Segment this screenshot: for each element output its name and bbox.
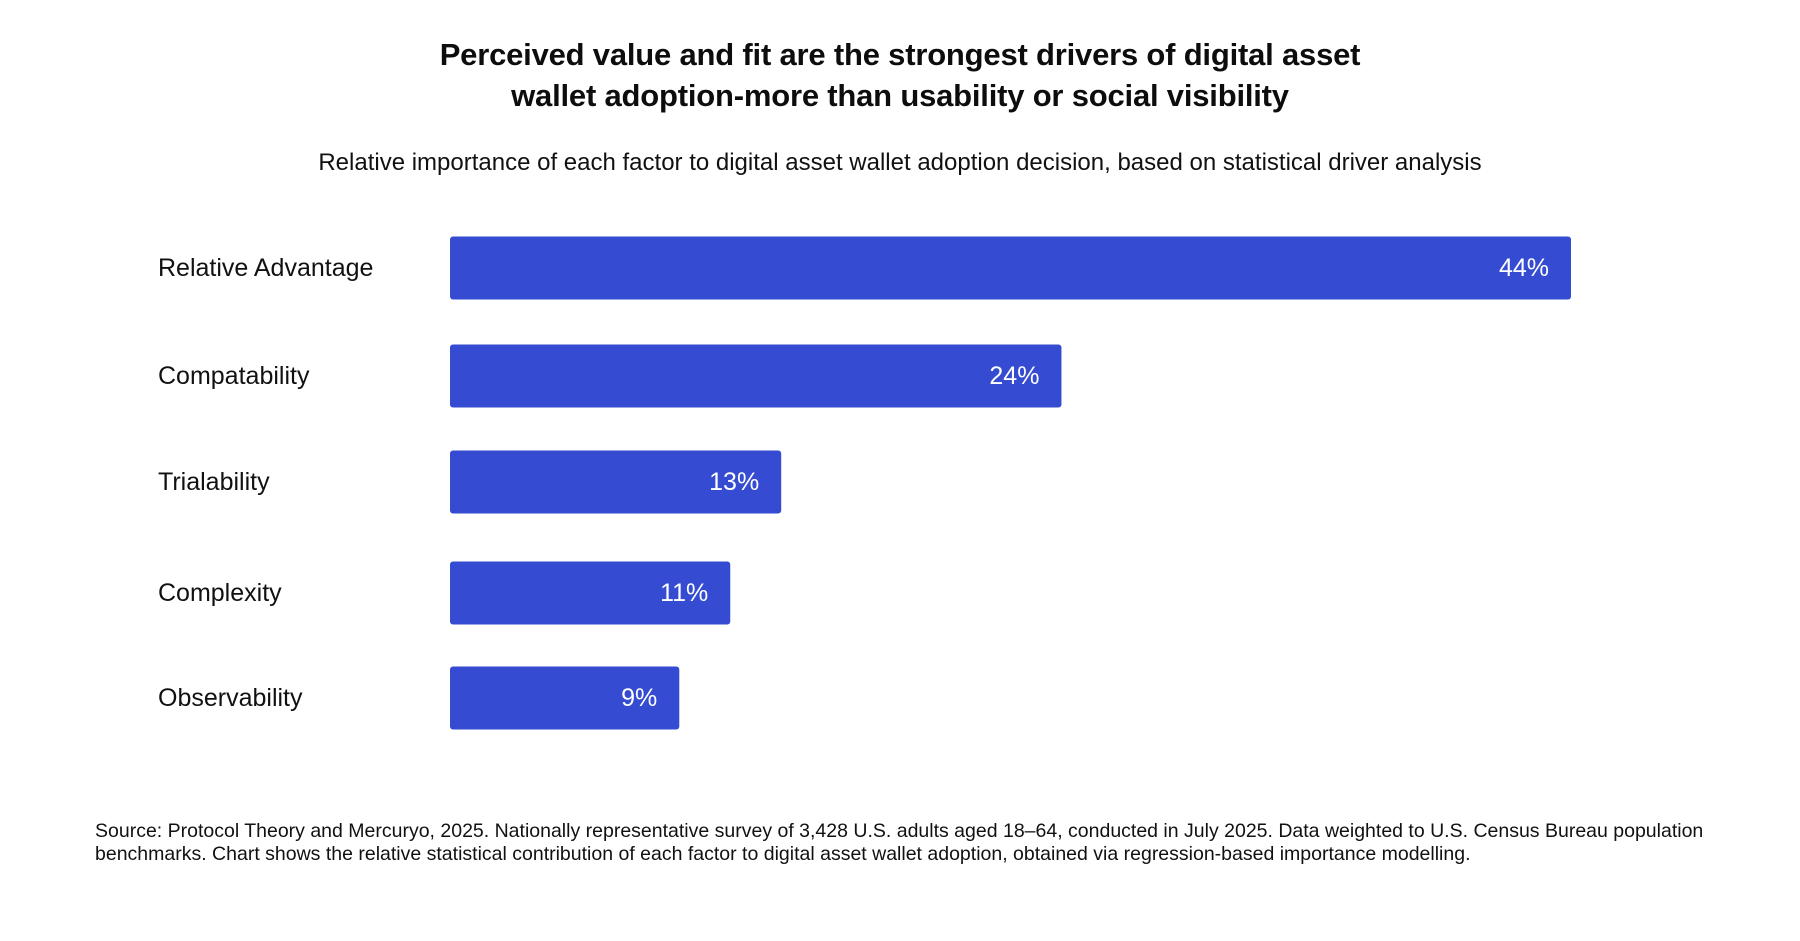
chart-title-line-2: wallet adoption-more than usability or s… <box>511 78 1289 113</box>
category-label: Trialability <box>158 468 270 496</box>
category-label: Compatability <box>158 362 310 390</box>
bars-group: Relative Advantage 44% Compatability 24% Tri… <box>158 236 1571 730</box>
category-label: Complexity <box>158 579 282 607</box>
bar-value-label: 11% <box>660 579 708 607</box>
bar-value-label: 44% <box>1499 254 1549 282</box>
bar <box>450 450 782 514</box>
chart-title: Perceived value and fit are the stronges… <box>0 34 1800 116</box>
bar-value-label: 9% <box>621 684 657 712</box>
category-label: Relative Advantage <box>158 254 373 282</box>
bar-value-label: 24% <box>989 362 1039 390</box>
bar-value-label: 13% <box>709 468 759 496</box>
source-footnote: Source: Protocol Theory and Mercuryo, 20… <box>95 820 1704 865</box>
chart-title-line-1: Perceived value and fit are the stronges… <box>439 37 1361 72</box>
bar <box>450 344 1062 408</box>
bar <box>450 561 731 625</box>
category-label: Observability <box>158 684 303 712</box>
bar <box>450 236 1571 300</box>
chart-subtitle: Relative importance of each factor to di… <box>318 149 1482 176</box>
bar <box>450 666 680 730</box>
